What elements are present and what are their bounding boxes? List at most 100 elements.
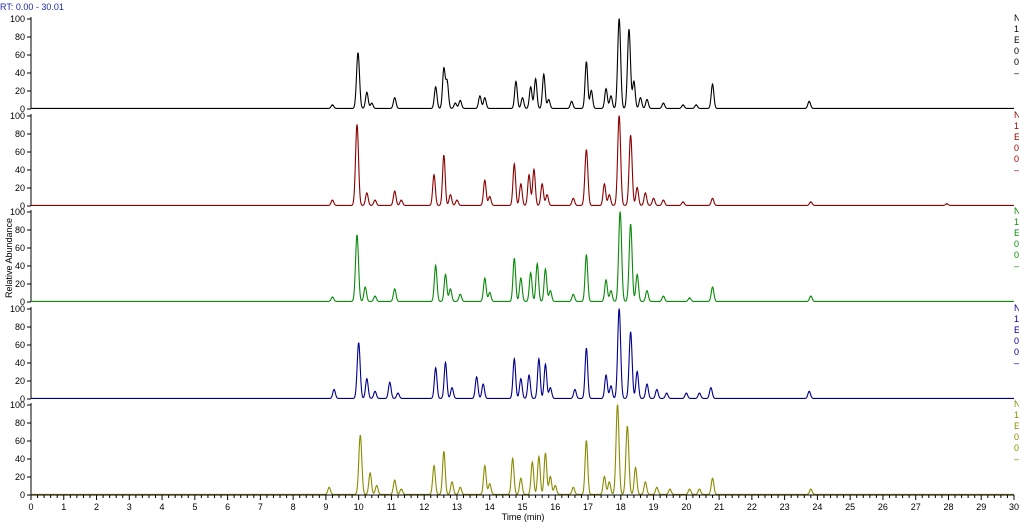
peak-point	[808, 101, 810, 103]
peak-point	[608, 194, 610, 196]
peak-point	[946, 203, 948, 205]
peak-point	[443, 451, 445, 453]
x-tick-label: 20	[681, 502, 691, 512]
x-tick-label: 12	[419, 502, 429, 512]
peak-point	[585, 348, 587, 350]
peak-point	[618, 115, 620, 117]
peak-point	[476, 376, 478, 378]
peak-point	[810, 296, 812, 298]
peak-point	[489, 196, 491, 198]
peak-point	[449, 194, 452, 196]
peak-point	[356, 124, 358, 126]
peak-point	[682, 201, 684, 203]
x-tick-label: 13	[452, 502, 462, 512]
peak-point	[513, 164, 515, 166]
peak-point	[371, 103, 373, 105]
peak-point	[538, 358, 540, 360]
peak-point	[369, 472, 371, 474]
x-tick-label: 28	[943, 502, 953, 512]
x-tick-label: 9	[323, 502, 328, 512]
peak-point	[435, 367, 437, 369]
peak-point	[810, 201, 812, 203]
panel-info-text: —	[1014, 454, 1019, 464]
peak-point	[484, 278, 486, 280]
peak-point	[357, 52, 359, 54]
panel-info-text: N	[1014, 206, 1019, 216]
peak-point	[636, 274, 638, 276]
x-tick-label: 11	[387, 502, 396, 512]
y-tick-label: 60	[15, 50, 25, 60]
peak-point	[543, 74, 545, 76]
x-tick-label: 0	[28, 502, 33, 512]
peak-point	[549, 290, 551, 292]
peak-point	[358, 342, 360, 344]
peak-point	[444, 362, 447, 364]
peak-point	[549, 387, 551, 389]
panel-info-text: E	[1014, 228, 1019, 238]
y-tick-label: 80	[15, 418, 25, 428]
peak-point	[633, 81, 635, 83]
peak-point	[400, 489, 402, 491]
peak-point	[636, 371, 638, 373]
panel-info-text: N	[1014, 110, 1019, 120]
panel-info-text: 0	[1014, 336, 1019, 346]
peak-point	[554, 485, 556, 487]
y-tick-label: 60	[15, 436, 25, 446]
peak-point	[610, 290, 612, 292]
peak-point	[698, 489, 701, 491]
x-tick-label: 29	[976, 502, 986, 512]
peak-point	[454, 103, 456, 105]
peak-point	[376, 485, 378, 487]
peak-point	[628, 29, 630, 31]
peak-point	[449, 288, 452, 290]
peak-point	[521, 97, 524, 99]
y-tick-label: 0	[20, 394, 25, 404]
panel-info-text: —	[1014, 68, 1019, 78]
peak-point	[520, 278, 522, 280]
peak-point	[630, 135, 632, 137]
peak-point	[520, 183, 522, 185]
trace-line	[31, 308, 1014, 400]
peak-point	[394, 97, 396, 99]
y-tick-label: 60	[15, 243, 25, 253]
peak-point	[489, 483, 491, 485]
peak-point	[366, 92, 368, 94]
x-tick-label: 1	[61, 502, 66, 512]
panel-info-text: E	[1014, 132, 1019, 142]
panel-info-text: 0	[1014, 347, 1019, 357]
panel-info-text: 1	[1014, 314, 1019, 324]
y-tick-label: 80	[15, 225, 25, 235]
peak-point	[459, 487, 461, 489]
x-tick-label: 21	[714, 502, 724, 512]
peak-point	[669, 489, 671, 491]
peak-point	[662, 296, 665, 298]
trace-line	[31, 115, 1014, 207]
trace-line	[31, 211, 1014, 303]
y-tick-label: 20	[15, 183, 25, 193]
peak-point	[548, 99, 550, 101]
peak-point	[374, 391, 376, 393]
peak-point	[711, 287, 714, 289]
y-tick-label: 80	[15, 32, 25, 42]
peak-point	[394, 191, 396, 193]
peak-point	[459, 100, 461, 102]
x-tick-label: 27	[911, 502, 921, 512]
peak-point	[689, 297, 691, 299]
peak-point	[685, 393, 687, 395]
peak-point	[433, 174, 435, 176]
peak-point	[394, 480, 396, 482]
y-tick-label: 0	[20, 201, 25, 211]
peak-point	[618, 18, 620, 20]
panel-info-text: N	[1014, 399, 1019, 409]
x-tick-label: 6	[225, 502, 230, 512]
x-tick-label: 18	[616, 502, 626, 512]
trace-line	[31, 404, 1014, 496]
peak-point	[443, 68, 445, 70]
peak-point	[356, 234, 358, 236]
peak-point	[636, 187, 638, 189]
rt-range-label: RT: 0.00 - 30.01	[0, 2, 64, 12]
peak-point	[603, 183, 606, 185]
peak-point	[459, 294, 461, 296]
